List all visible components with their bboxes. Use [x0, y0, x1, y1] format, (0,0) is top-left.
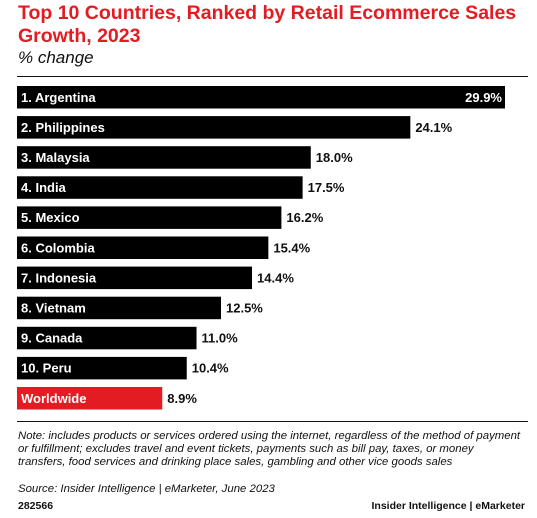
- bar-label-argentina: 1. Argentina: [21, 90, 96, 105]
- bar-label-malaysia: 3. Malaysia: [21, 150, 90, 165]
- bar-label-indonesia: 7. Indonesia: [21, 270, 97, 285]
- bar-mexico: [17, 206, 282, 229]
- bar-colombia: [17, 236, 269, 259]
- chart-note: Note: includes products or services orde…: [18, 430, 521, 469]
- bar-india: [17, 176, 303, 199]
- bar-label-worldwide: Worldwide: [21, 391, 86, 406]
- value-label-argentina: 29.9%: [465, 90, 502, 105]
- brand-label: Insider Intelligence | eMarketer: [371, 500, 526, 512]
- bar-malaysia: [17, 146, 311, 169]
- value-label-mexico: 16.2%: [286, 210, 323, 225]
- chart-source: Source: Insider Intelligence | eMarketer…: [18, 483, 275, 495]
- value-label-worldwide: 8.9%: [167, 391, 197, 406]
- bar-chart: 1. Argentina 29.9% 2. Philippines 24.1% 3. M…: [17, 86, 505, 410]
- value-label-peru: 10.4%: [192, 361, 229, 376]
- value-label-colombia: 15.4%: [273, 240, 310, 255]
- chart-title: Top 10 Countries, Ranked by Retail Ecomm…: [18, 2, 517, 47]
- bar-worldwide: [17, 387, 163, 410]
- top-divider: [17, 76, 528, 77]
- bar-canada: [17, 326, 197, 350]
- bar-label-philippines: 2. Philippines: [21, 120, 105, 135]
- bar-label-india: 4. India: [21, 180, 67, 195]
- value-label-malaysia: 18.0%: [316, 150, 353, 165]
- value-label-canada: 11.0%: [202, 331, 239, 346]
- value-label-india: 17.5%: [308, 180, 345, 195]
- value-label-indonesia: 14.4%: [257, 270, 294, 285]
- chart-subtitle: % change: [18, 48, 94, 67]
- bar-label-peru: 10. Peru: [21, 361, 72, 376]
- value-label-philippines: 24.1%: [415, 120, 452, 135]
- bar-philippines: [17, 116, 411, 139]
- bottom-divider: [17, 421, 528, 422]
- chart-id: 282566: [18, 500, 54, 512]
- bar-argentina: [17, 86, 505, 109]
- bar-peru: [17, 356, 187, 380]
- bar-label-canada: 9. Canada: [21, 331, 83, 346]
- value-label-vietnam: 12.5%: [226, 300, 263, 315]
- bar-label-vietnam: 8. Vietnam: [21, 300, 86, 315]
- bar-label-colombia: 6. Colombia: [21, 240, 95, 255]
- bar-indonesia: [17, 266, 253, 290]
- bar-vietnam: [17, 296, 222, 320]
- bar-label-mexico: 5. Mexico: [21, 210, 80, 225]
